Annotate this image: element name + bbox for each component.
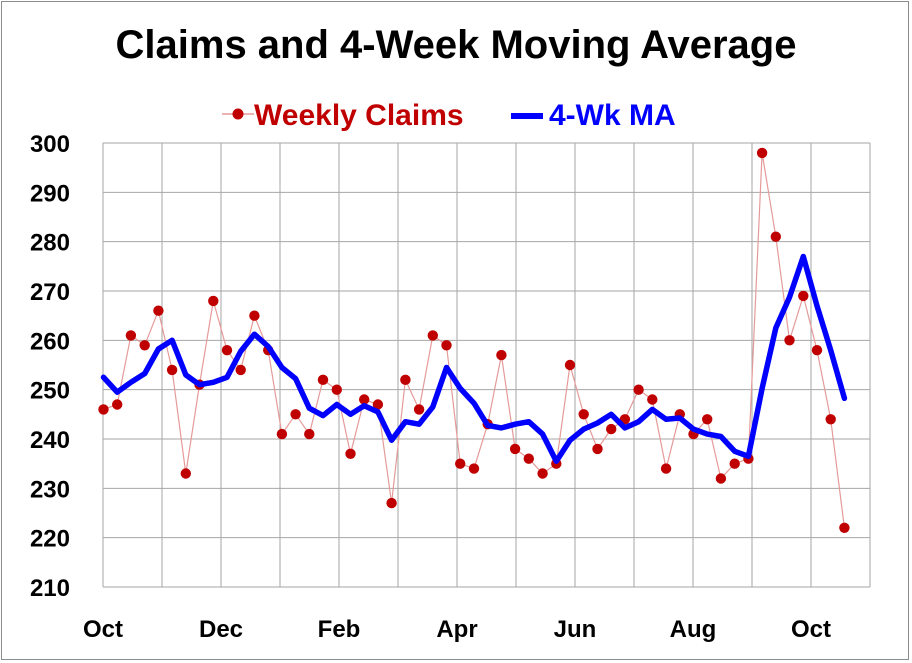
x-tick-label: Apr [436, 616, 477, 643]
y-tick-label: 250 [30, 378, 70, 405]
weekly-claims-point [386, 497, 397, 509]
y-tick-label: 260 [30, 328, 70, 355]
legend-weekly-marker [232, 108, 244, 120]
weekly-claims-point [317, 374, 329, 385]
weekly-claims-point [235, 364, 246, 376]
weekly-claims-point [304, 428, 315, 440]
y-tick-label: 210 [30, 575, 70, 602]
weekly-claims-point [427, 330, 438, 341]
weekly-claims-point [125, 330, 137, 341]
weekly-claims-point [784, 335, 795, 346]
weekly-claims-point [633, 384, 644, 395]
weekly-claims-point [166, 364, 178, 376]
x-tick-label: Oct [791, 616, 831, 643]
weekly-claims-point [98, 404, 109, 415]
y-tick-label: 280 [30, 230, 70, 257]
x-tick-label: Jun [554, 616, 597, 643]
x-axis-ticks: Oct Dec Feb Apr Jun Aug Oct [83, 616, 831, 643]
weekly-claims-point [468, 463, 480, 474]
weekly-claims-point [756, 147, 768, 159]
x-tick-label: Oct [83, 616, 123, 643]
weekly-claims-point [729, 458, 740, 469]
y-tick-label: 220 [30, 526, 70, 553]
weekly-claims-point [276, 428, 288, 440]
weekly-claims-point [400, 374, 411, 385]
x-tick-label: Aug [670, 616, 717, 643]
y-tick-label: 300 [30, 131, 70, 158]
weekly-claims-point [578, 409, 589, 420]
y-tick-label: 230 [30, 476, 70, 503]
weekly-claims-point [249, 310, 260, 321]
weekly-claims-point [523, 453, 534, 464]
weekly-claims-point [509, 443, 521, 455]
weekly-claims-point [441, 340, 452, 351]
weekly-claims-point [715, 473, 727, 484]
weekly-claims-point [496, 349, 507, 361]
chart-title: Claims and 4-Week Moving Average [116, 23, 797, 67]
weekly-claims-series [98, 147, 850, 533]
y-tick-label: 270 [30, 279, 70, 306]
weekly-claims-point [606, 423, 617, 435]
y-axis-ticks: 300 290 280 270 260 250 240 230 220 210 [30, 131, 70, 602]
moving-average-line [100, 253, 848, 464]
weekly-claims-point [413, 404, 425, 415]
legend: Weekly Claims 4-Wk MA [222, 99, 676, 132]
moving-average-series [100, 253, 848, 464]
legend-weekly-label: Weekly Claims [254, 99, 464, 132]
weekly-claims-point [208, 295, 219, 307]
weekly-claims-point [564, 359, 576, 371]
x-tick-label: Feb [318, 616, 361, 643]
weekly-claims-point [112, 399, 123, 410]
weekly-claims-point [537, 468, 548, 479]
x-tick-label: Dec [199, 616, 243, 643]
y-tick-label: 240 [30, 427, 70, 454]
weekly-claims-point [647, 394, 658, 405]
weekly-claims-point [359, 394, 370, 405]
weekly-claims-point [702, 414, 713, 425]
weekly-claims-point [139, 340, 150, 351]
weekly-claims-point [839, 522, 850, 533]
weekly-claims-point [290, 409, 301, 420]
weekly-claims-point [825, 414, 836, 425]
weekly-claims-point [811, 345, 823, 356]
weekly-claims-point [592, 443, 603, 455]
weekly-claims-point [455, 458, 466, 469]
weekly-claims-point [770, 231, 781, 242]
y-tick-label: 290 [30, 180, 70, 207]
grid [102, 142, 871, 588]
weekly-claims-point [180, 468, 191, 479]
weekly-claims-point [331, 384, 342, 395]
weekly-claims-point [345, 448, 356, 459]
weekly-claims-point [153, 305, 164, 316]
weekly-claims-point [372, 399, 384, 410]
weekly-claims-point [660, 463, 672, 474]
weekly-claims-point [798, 290, 809, 302]
legend-ma-label: 4-Wk MA [549, 99, 676, 132]
weekly-claims-point [221, 345, 233, 356]
